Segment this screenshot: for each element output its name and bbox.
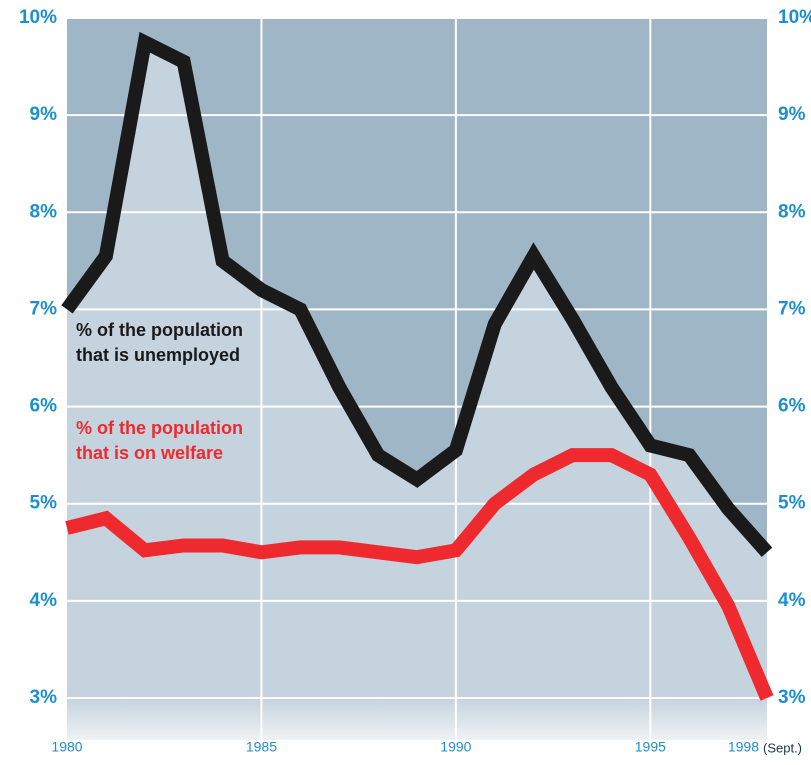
y-tick-label: 5% [30,493,58,514]
x-tick-label: 1995 [635,739,666,755]
y2-tick-label: 3% [778,687,806,708]
y-tick-label: 6% [30,396,58,417]
bottom-band [67,698,767,740]
series-label: that is unemployed [76,345,240,365]
x-tick-label: 1985 [246,739,277,755]
y-tick-label: 7% [30,298,58,319]
area-fill [67,42,767,699]
y2-tick-label: 5% [778,493,806,514]
line [65,448,774,701]
x-tick-label: 1990 [440,739,471,755]
x-tick-label: 1980 [51,739,82,755]
y2-tick-label: 6% [778,396,806,417]
y-tick-label: 3% [30,687,58,708]
line [61,31,773,557]
series-label: that is on welfare [76,443,223,463]
y-tick-label: 9% [30,104,58,125]
series-label: % of the population [76,320,243,340]
y2-tick-label: 8% [778,201,806,222]
y-tick-label: 10% [19,7,57,28]
y-tick-label: 4% [30,590,58,611]
y-tick-label: 8% [30,201,58,222]
series-label: % of the population [76,418,243,438]
y2-tick-label: 7% [778,298,806,319]
x-note: (Sept.) [763,740,802,755]
y2-tick-label: 4% [778,590,806,611]
y2-tick-label: 9% [778,104,806,125]
y2-tick-label: 10% [778,7,811,28]
x-tick-label: 1998 [728,739,759,755]
